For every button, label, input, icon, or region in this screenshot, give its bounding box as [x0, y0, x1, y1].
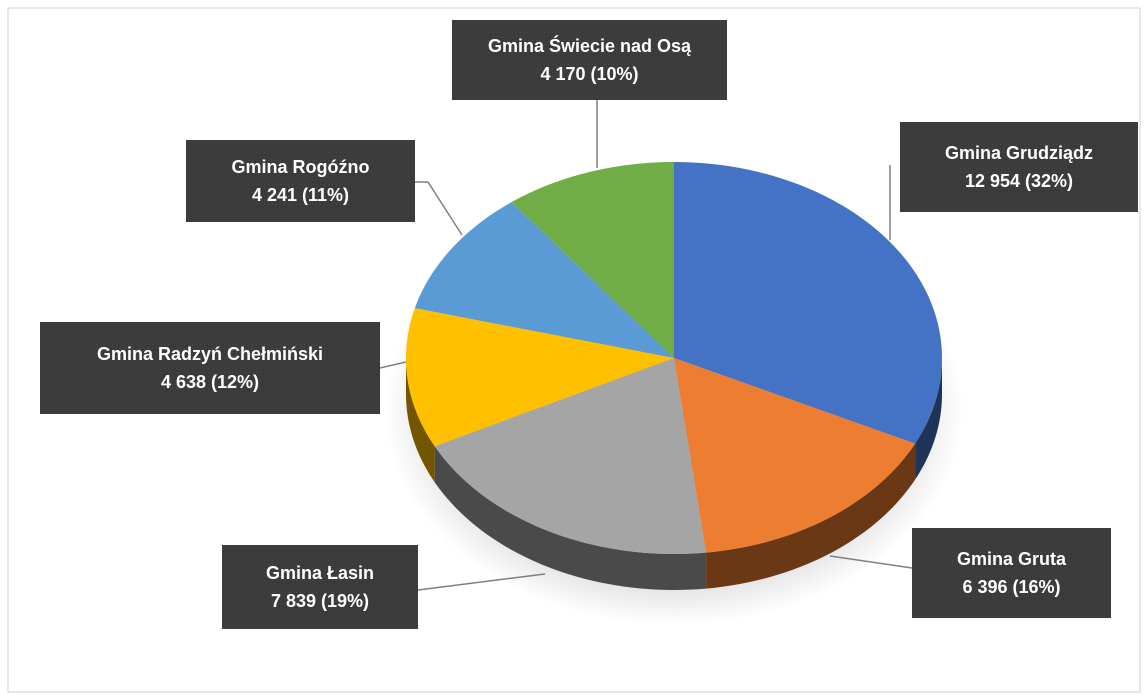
pie-slice [406, 308, 674, 447]
data-label-name: Gmina Gruta [957, 549, 1067, 569]
data-label-box [222, 545, 418, 629]
data-label-value: 4 241 (11%) [252, 185, 349, 205]
data-label-name: Gmina Grudziądz [945, 143, 1093, 163]
pie-slice [674, 358, 916, 553]
pie-side [406, 358, 435, 483]
data-label-value: 7 839 (19%) [271, 591, 369, 611]
data-label-name: Gmina Łasin [266, 563, 374, 583]
data-label-name: Gmina Świecie nad Osą [488, 35, 692, 56]
pie-slice [414, 202, 674, 358]
data-label-value: 4 170 (10%) [540, 64, 638, 84]
data-label-box [40, 322, 380, 414]
pie-side [915, 358, 942, 480]
pie-slice [674, 162, 942, 444]
data-label-box [912, 528, 1111, 618]
leader-line [415, 181, 463, 236]
leader-line [379, 361, 407, 369]
pie-side [706, 443, 916, 589]
data-label-value: 6 396 (16%) [962, 577, 1060, 597]
data-label-name: Gmina Radzyń Chełmiński [97, 344, 323, 364]
pie-slice [434, 358, 707, 554]
data-label-box [186, 140, 415, 222]
data-label-box [900, 122, 1138, 212]
pie-side [434, 446, 707, 590]
data-label-box [452, 20, 727, 100]
data-label-name: Gmina Rogóźno [232, 157, 370, 177]
leader-line [829, 555, 913, 569]
data-label-value: 12 954 (32%) [965, 171, 1073, 191]
leader-line [417, 573, 546, 591]
pie-slice [511, 162, 674, 358]
data-label-value: 4 638 (12%) [161, 372, 259, 392]
